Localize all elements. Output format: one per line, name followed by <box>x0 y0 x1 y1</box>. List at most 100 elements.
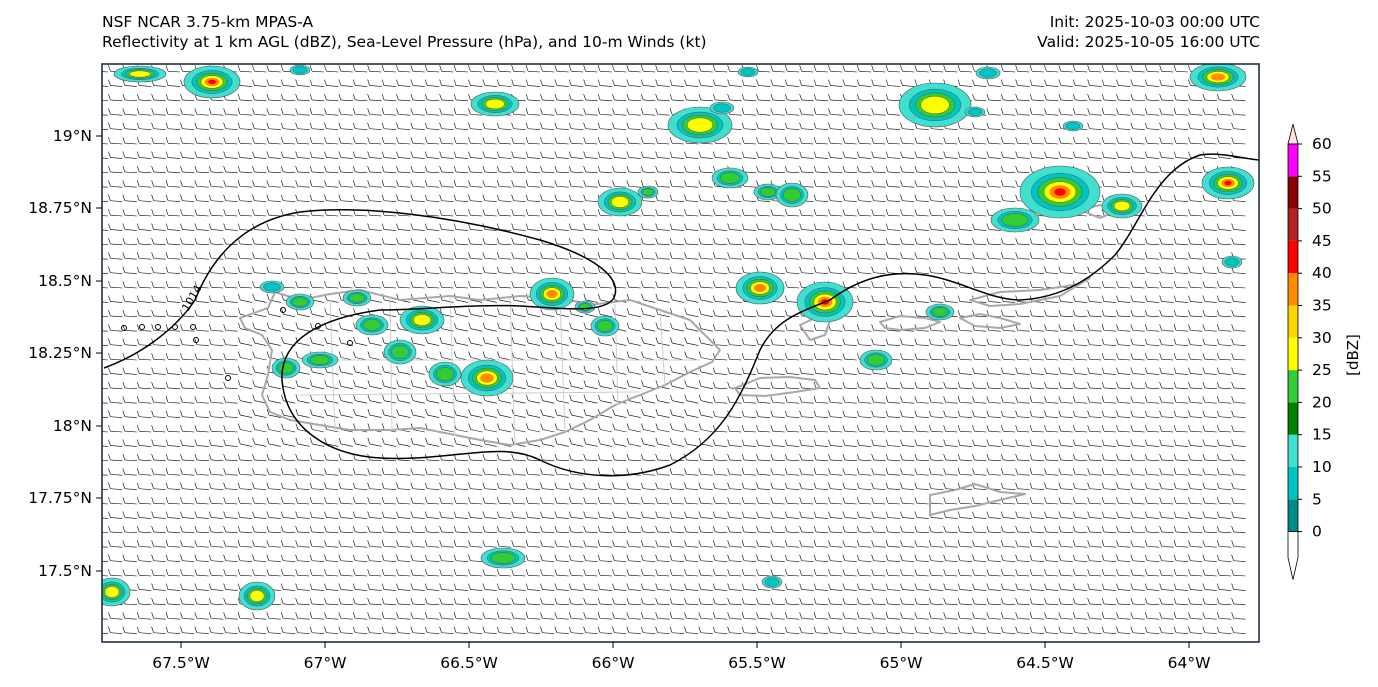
wind-barb-flag <box>655 165 658 173</box>
wind-barb <box>960 214 973 217</box>
wind-barb <box>1161 186 1174 188</box>
wind-barb-flag <box>194 180 198 187</box>
wind-barb-flag <box>612 266 615 273</box>
wind-barb <box>1017 330 1030 332</box>
wind-barb-flag <box>468 165 471 173</box>
wind-barb <box>571 157 584 159</box>
wind-barb-flag <box>266 322 270 329</box>
wind-barb <box>297 114 310 116</box>
wind-barb-flag <box>813 194 817 201</box>
wind-barb-flag <box>1144 194 1148 201</box>
wind-barb-flag <box>741 223 745 230</box>
wind-barb-flag <box>468 266 471 273</box>
wind-barb <box>484 186 497 188</box>
wind-barb-flag <box>1015 93 1018 101</box>
wind-barb-flag <box>482 237 486 245</box>
wind-barb-flag <box>626 293 630 300</box>
wind-barb <box>268 272 281 274</box>
wind-barb <box>859 214 872 217</box>
wind-barb-flag <box>914 65 918 72</box>
wind-barb <box>196 186 209 188</box>
wind-barb-flag <box>525 322 529 329</box>
wind-barb <box>110 258 123 260</box>
wind-barb-flag <box>468 180 471 187</box>
wind-barb-flag <box>684 293 687 300</box>
wind-barb-flag <box>237 293 241 300</box>
wind-barb <box>297 142 310 145</box>
wind-barb <box>1046 258 1059 260</box>
wind-barb <box>672 214 685 217</box>
wind-barb <box>1046 301 1059 303</box>
wind-barb-flag <box>669 65 673 72</box>
wind-barb <box>398 70 411 73</box>
wind-barb-flag <box>684 151 687 158</box>
wind-barb <box>1204 157 1217 159</box>
wind-barb-flag <box>1202 223 1206 230</box>
wind-barb <box>283 243 296 246</box>
wind-barb-flag <box>482 65 486 72</box>
wind-barb <box>600 229 613 231</box>
wind-barb-flag <box>914 79 918 86</box>
wind-barb-flag <box>136 324 140 331</box>
wind-barb <box>1060 330 1073 332</box>
wind-barb-flag <box>669 237 673 245</box>
wind-barb <box>758 85 771 87</box>
wind-barb <box>715 85 728 87</box>
wind-barb <box>729 85 742 87</box>
wind-barb-flag <box>712 93 716 101</box>
wind-barb-flag <box>583 122 586 129</box>
wind-barb <box>1204 214 1217 217</box>
wind-barb-flag <box>94 195 96 201</box>
wind-barb <box>628 171 641 174</box>
wind-barb <box>1118 286 1131 289</box>
wind-barb-flag <box>223 309 226 317</box>
wind-barb <box>1147 272 1160 274</box>
wind-barb-flag <box>468 322 471 329</box>
wind-barb <box>297 328 310 332</box>
wind-barb <box>744 114 757 116</box>
wind-barb <box>715 272 728 274</box>
wind-barb-flag <box>151 281 154 288</box>
wind-barb <box>312 214 325 217</box>
wind-barb-flag <box>352 137 356 144</box>
wind-barb-flag <box>94 382 96 388</box>
wind-barb-flag <box>1000 237 1004 245</box>
wind-barb-flag <box>94 180 96 186</box>
wind-barb-flag <box>237 337 241 344</box>
wind-barb-flag <box>1231 108 1234 115</box>
wind-barb <box>1161 99 1174 102</box>
wind-barb-flag <box>94 123 96 129</box>
wind-barb-flag <box>295 194 298 201</box>
wind-barb <box>441 70 454 73</box>
wind-barb-flag <box>309 266 313 273</box>
wind-barb-flag <box>655 122 658 129</box>
wind-barb <box>110 229 123 231</box>
wind-barb-flag <box>1058 252 1062 259</box>
wind-barb-flag <box>94 368 96 374</box>
wind-barb <box>758 214 771 217</box>
wind-barb <box>729 258 742 260</box>
wind-barb-flag <box>871 180 874 187</box>
wind-barb-flag <box>136 93 140 101</box>
wind-barb <box>1032 157 1045 159</box>
wind-barb <box>110 243 123 246</box>
wind-barb-flag <box>136 338 140 345</box>
wind-barb <box>888 114 901 116</box>
wind-barb-flag <box>410 266 414 273</box>
wind-barb-flag <box>741 151 745 158</box>
wind-barb <box>1017 315 1030 318</box>
wind-barb-flag <box>698 93 702 101</box>
wind-barb-flag <box>856 137 860 144</box>
wind-barb-flag <box>208 108 212 115</box>
wind-barb-flag <box>511 209 514 216</box>
wind-barb <box>715 142 728 145</box>
wind-barb <box>916 70 929 73</box>
wind-barb-flag <box>367 165 370 173</box>
wind-barb-flag <box>309 65 313 72</box>
wind-barb <box>441 286 454 289</box>
wind-barb <box>1132 286 1145 289</box>
wind-barb-flag <box>410 223 414 230</box>
wind-barb <box>355 99 368 102</box>
wind-barb-flag <box>626 237 630 245</box>
wind-barb-flag <box>684 93 687 101</box>
